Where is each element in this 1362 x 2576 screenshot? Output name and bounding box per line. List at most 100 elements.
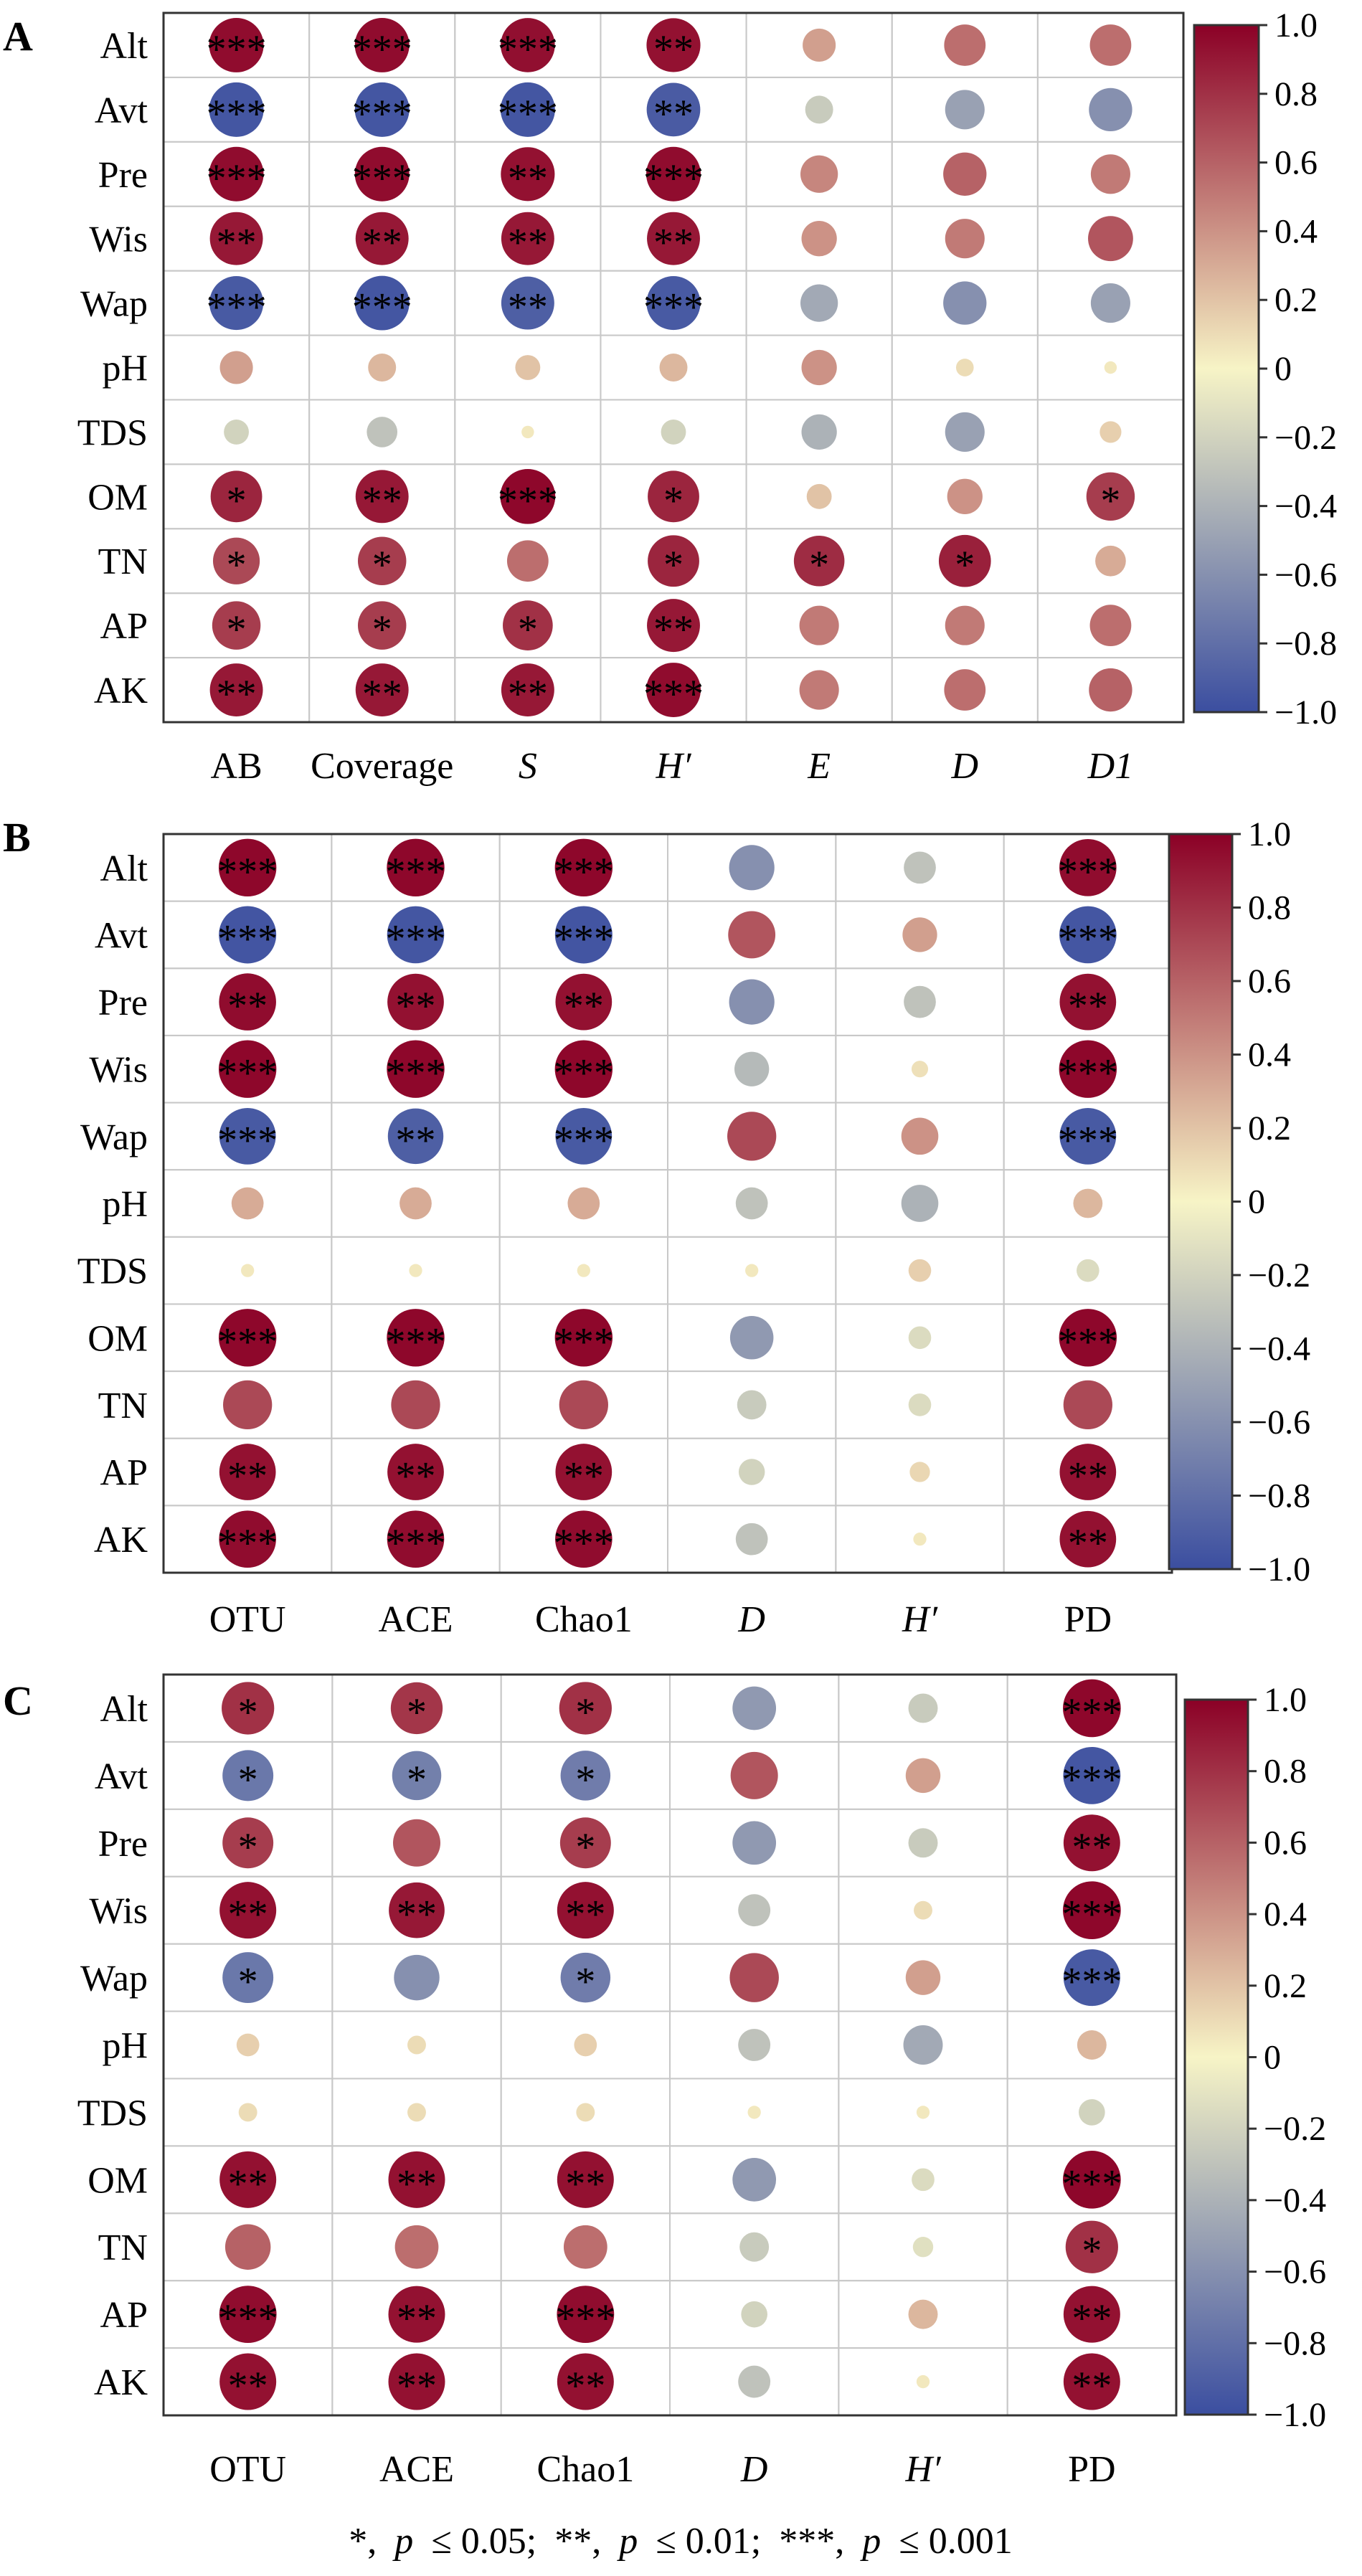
row-label: Alt	[100, 1689, 148, 1730]
significance-stars: *	[372, 543, 392, 587]
row-label: Alt	[100, 848, 148, 889]
correlation-circle	[648, 470, 699, 523]
row-label: Wap	[80, 284, 148, 325]
correlation-circle	[563, 2225, 607, 2269]
column-label: Chao1	[535, 1599, 633, 1640]
significance-stars: *	[1100, 478, 1120, 523]
correlation-circle	[908, 2299, 938, 2329]
row-label: AP	[100, 1453, 148, 1494]
row-label: OM	[88, 1318, 148, 1359]
correlation-circle	[806, 483, 832, 509]
correlation-circle	[945, 90, 985, 130]
significance-stars: *	[955, 543, 975, 587]
significance-stars: ***	[217, 850, 278, 894]
correlation-circle	[559, 1380, 608, 1430]
correlation-circle	[354, 146, 410, 202]
row-label: OM	[88, 2160, 148, 2201]
row-label: Wis	[89, 1050, 148, 1091]
footnote-stars-1: *,	[349, 2521, 377, 2562]
correlation-circle	[912, 2168, 935, 2192]
colorbar-tick-label: 0.4	[1248, 1036, 1291, 1074]
correlation-circle	[1095, 545, 1126, 577]
significance-stars: **	[508, 285, 548, 330]
significance-stars: **	[362, 478, 402, 523]
correlation-circle	[554, 838, 613, 897]
significance-stars: ***	[352, 92, 412, 136]
correlation-circle	[392, 1751, 442, 1801]
footnote: *, p ≤ 0.05; **, p ≤ 0.01; ***, p ≤ 0.00…	[349, 2521, 1013, 2562]
significance-stars: ***	[554, 917, 614, 961]
significance-stars: **	[217, 221, 257, 265]
correlation-circle	[904, 851, 936, 884]
colorbar-tick-label: 1.0	[1274, 6, 1318, 44]
significance-stars: ***	[1061, 1893, 1122, 1937]
correlation-circle	[501, 663, 554, 717]
correlation-circle	[387, 906, 445, 964]
colorbar-tick-label: −1.0	[1264, 2396, 1326, 2434]
significance-stars: *	[238, 1960, 258, 2004]
correlation-circle	[355, 470, 409, 524]
plot-frame	[162, 1673, 1178, 2417]
significance-stars: *	[238, 1690, 258, 1735]
correlation-circle	[357, 601, 407, 650]
significance-stars: ***	[554, 1051, 614, 1096]
correlation-circle	[659, 354, 688, 382]
significance-stars: *	[518, 607, 538, 652]
significance-stars: ***	[1058, 917, 1118, 961]
correlation-circle	[648, 535, 699, 587]
correlation-circle	[355, 212, 409, 265]
correlation-circle	[800, 284, 838, 322]
significance-stars: ***	[1061, 2161, 1122, 2206]
significance-stars: **	[397, 2161, 437, 2206]
correlation-circle	[1059, 1040, 1117, 1098]
significance-stars: **	[508, 672, 548, 716]
correlation-circle	[241, 1264, 255, 1277]
row-label: Avt	[95, 915, 148, 956]
significance-stars: **	[565, 2364, 605, 2408]
correlation-circle	[218, 1309, 277, 1367]
correlation-circle	[559, 1817, 611, 1869]
correlation-circle	[738, 2029, 771, 2061]
correlation-circle	[741, 2301, 767, 2328]
correlation-circle	[554, 906, 613, 964]
significance-stars: **	[1072, 2296, 1112, 2341]
significance-stars: ***	[217, 1118, 278, 1162]
correlation-circle	[1059, 1108, 1117, 1165]
correlation-circle	[1077, 2030, 1107, 2060]
column-label: D	[740, 2449, 768, 2490]
correlation-circle	[1063, 1949, 1120, 2007]
colorbar-tick-label: 0	[1264, 2039, 1281, 2077]
correlation-circle	[354, 82, 410, 137]
significance-stars: ***	[207, 92, 267, 136]
correlation-circle	[387, 838, 445, 897]
column-label: D1	[1087, 746, 1134, 787]
correlation-circle	[1089, 87, 1132, 132]
correlation-circle	[1073, 1188, 1103, 1218]
significance-stars: *	[663, 543, 684, 587]
correlation-circle	[1062, 2150, 1121, 2209]
column-label: OTU	[209, 1599, 286, 1640]
correlation-circle	[391, 1380, 440, 1430]
correlation-circle	[219, 973, 276, 1031]
row-label: pH	[102, 2026, 148, 2067]
correlation-circle	[912, 2237, 934, 2258]
significance-stars: **	[653, 221, 694, 265]
correlation-circle	[388, 2353, 445, 2410]
correlation-circle	[1079, 2099, 1105, 2126]
correlation-circle	[515, 355, 541, 380]
significance-stars: *	[372, 607, 392, 652]
correlation-circle	[577, 1264, 590, 1277]
correlation-circle	[916, 2374, 930, 2389]
correlation-circle	[222, 1750, 274, 1801]
correlation-circle	[943, 152, 987, 196]
correlation-circle	[218, 1040, 277, 1098]
column-label: AB	[210, 746, 262, 787]
correlation-circle	[747, 2106, 761, 2119]
correlation-circle	[357, 536, 407, 585]
correlation-circle	[354, 275, 410, 331]
significance-stars: **	[362, 672, 402, 716]
correlation-circle	[222, 1682, 275, 1735]
correlation-circle	[209, 146, 264, 202]
significance-stars: **	[227, 984, 268, 1028]
significance-stars: ***	[554, 1118, 614, 1162]
